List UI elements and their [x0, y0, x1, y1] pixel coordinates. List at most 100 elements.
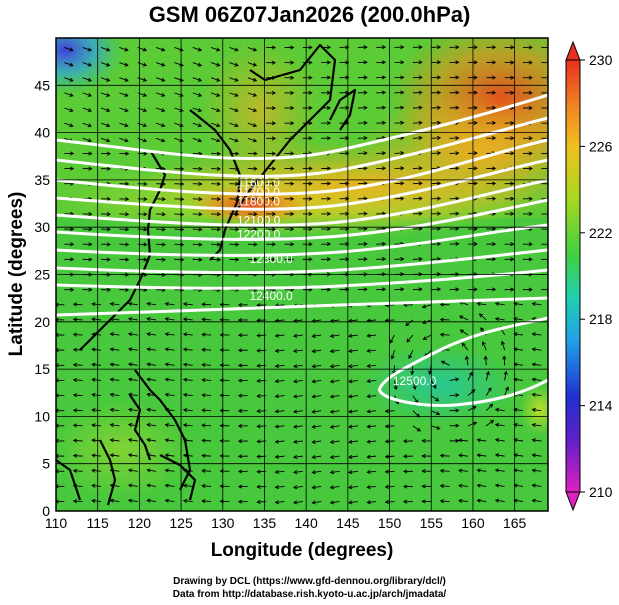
wind-arrow	[486, 419, 495, 427]
wind-arrow	[127, 377, 138, 382]
wind-arrow	[311, 454, 322, 460]
wind-arrow	[329, 333, 340, 338]
wind-arrow	[394, 166, 405, 171]
wind-arrow	[348, 348, 358, 354]
y-tick-label: 0	[42, 503, 50, 519]
wind-arrow	[405, 319, 414, 327]
wind-arrow	[109, 332, 120, 337]
wind-arrow	[321, 120, 332, 126]
wind-arrow	[247, 107, 258, 112]
wind-arrow	[146, 438, 157, 443]
wind-arrow	[357, 135, 368, 141]
wind-arrow	[82, 77, 93, 82]
wind-arrow	[431, 256, 442, 262]
wind-arrow	[485, 370, 490, 381]
wind-arrow	[192, 92, 203, 97]
wind-arrow	[357, 45, 368, 50]
wind-arrow	[182, 392, 193, 397]
wind-arrow	[302, 181, 313, 186]
wind-arrow	[311, 500, 322, 505]
wind-arrow	[127, 438, 138, 443]
wind-arrow	[302, 45, 313, 50]
wind-arrow	[101, 151, 111, 156]
wind-arrow	[164, 347, 175, 352]
wind-arrow	[266, 181, 277, 186]
wind-arrow	[266, 90, 277, 96]
wind-arrow	[82, 211, 93, 217]
wind-arrow	[476, 483, 487, 488]
wind-arrow	[210, 122, 221, 128]
wind-arrow	[522, 211, 533, 217]
wind-arrow	[284, 75, 295, 80]
wind-arrow	[458, 438, 468, 443]
wind-arrow	[284, 181, 295, 186]
wind-arrow	[339, 211, 350, 216]
wind-arrow	[91, 408, 102, 413]
y-tick-label: 10	[34, 408, 50, 424]
wind-arrow	[109, 301, 120, 307]
wind-arrow	[376, 105, 387, 110]
wind-arrow	[155, 62, 166, 67]
wind-arrow	[201, 423, 212, 428]
wind-arrow	[476, 301, 487, 307]
wind-arrow	[513, 377, 524, 382]
wind-arrow	[284, 166, 295, 171]
wind-arrow	[439, 499, 450, 504]
wind-arrow	[339, 287, 350, 292]
wind-arrow	[384, 469, 395, 474]
wind-arrow	[541, 242, 548, 247]
wind-arrow	[357, 90, 368, 95]
wind-arrow	[439, 468, 450, 473]
wind-arrow	[394, 151, 405, 156]
wind-arrow	[274, 394, 285, 399]
wind-arrow	[541, 151, 548, 156]
wind-arrow	[394, 256, 405, 262]
wind-arrow	[182, 332, 193, 337]
wind-arrow	[504, 120, 515, 126]
wind-arrow	[127, 332, 138, 337]
wind-arrow	[119, 122, 129, 128]
wind-arrow	[531, 453, 542, 458]
x-tick-label: 165	[503, 515, 527, 531]
wind-arrow	[321, 242, 332, 247]
wind-arrow	[329, 439, 340, 444]
wind-arrow	[119, 151, 130, 156]
wind-arrow	[412, 166, 423, 171]
wind-arrow	[146, 347, 157, 352]
wind-arrow	[72, 468, 83, 473]
wind-arrow	[366, 469, 377, 474]
wind-arrow	[237, 348, 248, 353]
wind-arrow	[513, 453, 524, 458]
wind-arrow	[192, 242, 203, 247]
wind-arrow	[449, 423, 460, 428]
wind-arrow	[329, 454, 340, 460]
wind-arrow	[522, 287, 533, 292]
wind-arrow	[504, 60, 515, 65]
wind-arrow	[56, 438, 65, 443]
wind-arrow	[348, 439, 358, 444]
wind-arrow	[274, 348, 285, 353]
wind-arrow	[229, 77, 239, 82]
wind-arrow	[274, 500, 285, 505]
wind-arrow	[412, 90, 423, 95]
x-tick-label: 120	[128, 515, 152, 531]
wind-arrow	[513, 316, 524, 322]
wind-arrow	[394, 120, 405, 125]
wind-arrow	[64, 242, 75, 247]
wind-arrow	[449, 135, 460, 141]
wind-arrow	[302, 166, 313, 171]
wind-arrow	[486, 166, 497, 171]
wind-arrow	[156, 227, 166, 232]
wind-arrow	[439, 302, 450, 307]
wind-arrow	[119, 212, 130, 217]
wind-arrow	[211, 212, 222, 217]
wind-arrow	[229, 227, 240, 232]
wind-arrow	[192, 181, 203, 187]
wind-arrow	[339, 90, 350, 95]
wind-arrow	[311, 379, 322, 384]
wind-arrow	[82, 151, 93, 156]
wind-arrow	[467, 90, 478, 95]
wind-arrow	[459, 329, 469, 336]
wind-arrow	[237, 469, 248, 474]
wind-arrow	[467, 405, 477, 412]
